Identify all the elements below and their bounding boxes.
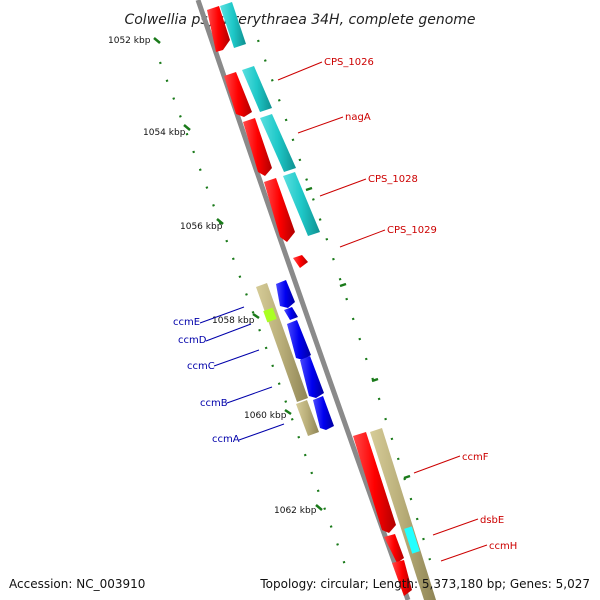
gene-block-top — [207, 6, 230, 52]
gene-block-cps1028-red — [264, 178, 295, 242]
label-ccmc: ccmC — [187, 361, 215, 372]
operon-track — [256, 283, 436, 600]
forward-red-genes — [207, 6, 412, 596]
label-ccmh: ccmH — [489, 541, 517, 552]
label-cps1026: CPS_1026 — [324, 57, 374, 68]
ruler-label-1060: 1060 kbp — [244, 411, 287, 421]
gene-block-dsbe-red — [384, 534, 404, 563]
ruler-major-ticks — [153, 37, 323, 511]
highlight-cyan-block — [404, 526, 420, 554]
ruler-label-1056: 1056 kbp — [180, 222, 223, 232]
label-cps1028: CPS_1028 — [368, 174, 418, 185]
reverse-blue-genes — [276, 280, 334, 430]
ruler-label-1062: 1062 kbp — [274, 506, 317, 516]
accession-text: Accession: NC_003910 — [9, 577, 146, 591]
label-dsbe: dsbE — [480, 515, 504, 526]
ruler-label-1058: 1058 kbp — [212, 316, 255, 326]
ruler-right-ticks — [305, 186, 411, 480]
label-ccmb: ccmB — [200, 398, 228, 409]
forward-gene-labels: CPS_1026 nagA CPS_1028 CPS_1029 ccmF dsb… — [277, 57, 517, 562]
label-cps1029: CPS_1029 — [387, 225, 437, 236]
gene-block-cps1026-red — [224, 72, 252, 117]
gene-block-cps1029-red — [293, 255, 308, 268]
gene-block-ccmf-red — [353, 432, 396, 533]
label-ccmf: ccmF — [462, 452, 489, 463]
ruler-label-1054: 1054 kbp — [143, 128, 186, 138]
label-ccma: ccmA — [212, 434, 240, 445]
gene-block-naga-red — [243, 118, 272, 176]
reverse-gene-labels: ccmE ccmD ccmC ccmB ccmA — [173, 306, 285, 445]
gene-block-ccmh-red — [392, 560, 412, 596]
map-title: Colwellia psychrerythraea 34H, complete … — [124, 12, 475, 28]
highlight-green-block — [263, 307, 277, 323]
label-ccmd: ccmD — [178, 335, 207, 346]
label-ccme: ccmE — [173, 317, 200, 328]
label-naga: nagA — [345, 112, 371, 123]
forward-cds-track — [220, 2, 320, 236]
ruler-label-1052: 1052 kbp — [108, 36, 151, 46]
genome-summary-text: Topology: circular; Length: 5,373,180 bp… — [260, 577, 590, 591]
